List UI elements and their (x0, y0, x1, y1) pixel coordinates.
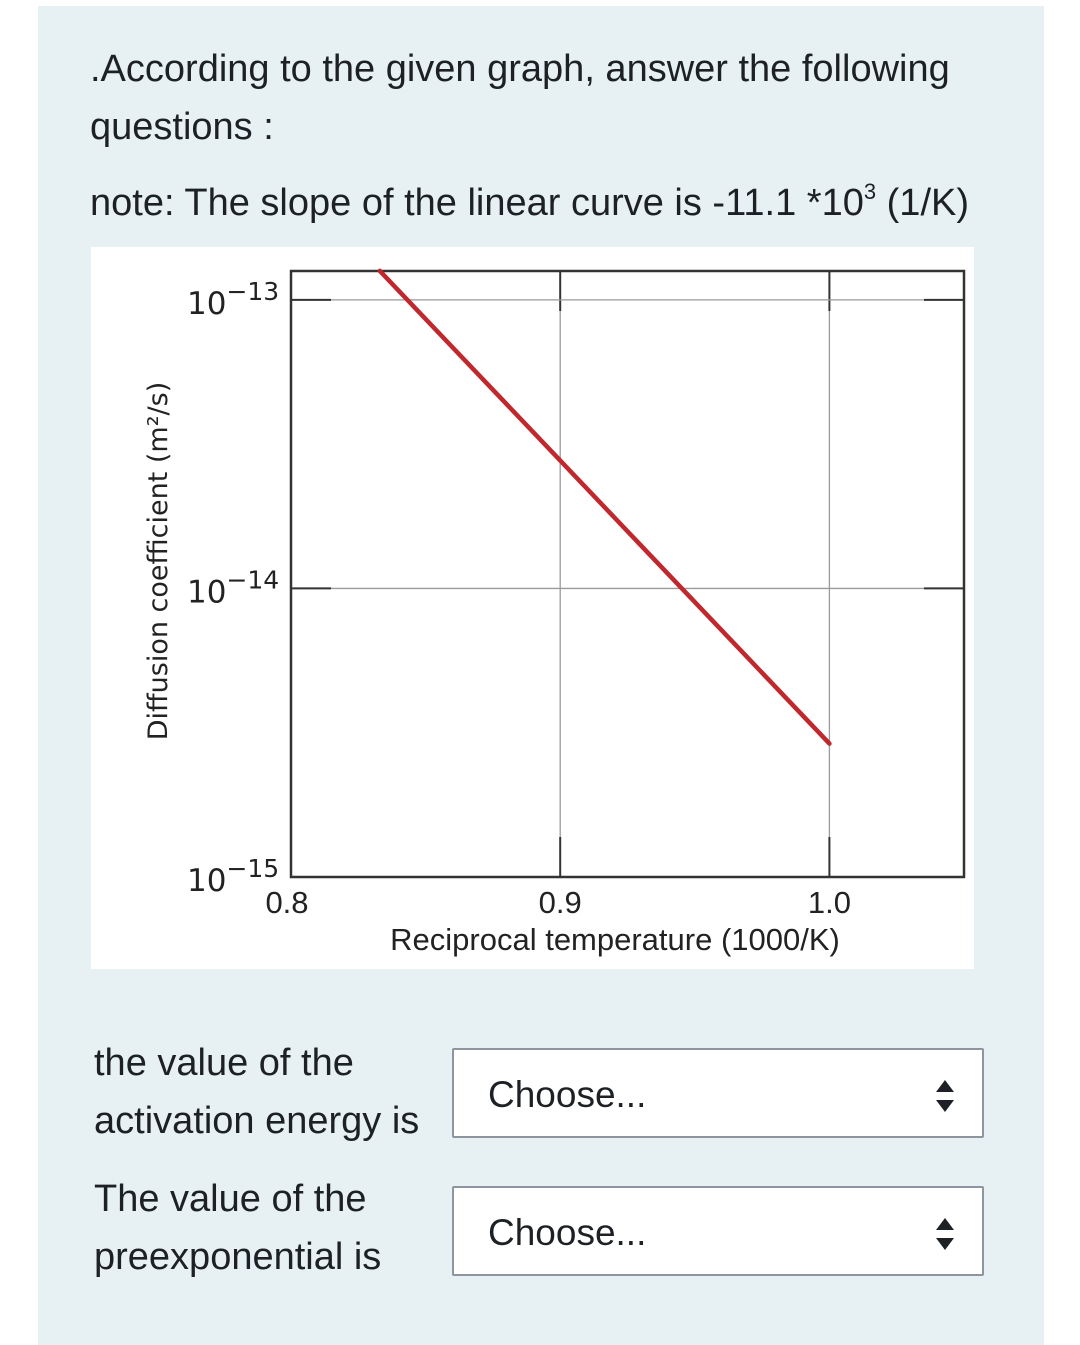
y-axis-label: Diffusion coefficient (m²/s) (143, 382, 174, 740)
note-exponent: 3 (863, 179, 877, 204)
preexponential-label-line-1: The value of the (94, 1178, 367, 1220)
series-line (377, 268, 832, 746)
activation-energy-label-line-2: activation energy is (94, 1100, 420, 1142)
x-tick-label: 1.0 (808, 885, 851, 920)
x-tick-label: 0.9 (539, 885, 582, 920)
preexponential-select[interactable]: Choose... (452, 1186, 984, 1276)
question-text: .According to the given graph, answer th… (90, 40, 1010, 156)
note-suffix: (1/K) (876, 182, 969, 224)
y-tick-label: 10−13 (187, 277, 279, 322)
preexponential-select-value: Choose... (488, 1212, 647, 1253)
activation-energy-label: the value of the activation energy is (94, 1034, 444, 1150)
note-prefix: note: The slope of the linear curve is -… (90, 182, 864, 224)
activation-energy-label-line-1: the value of the (94, 1042, 354, 1084)
select-arrows-icon (936, 1218, 954, 1250)
y-tick-label: 10−14 (187, 565, 279, 610)
plot-frame (289, 269, 966, 879)
question-line-2: questions : (90, 106, 274, 148)
diffusion-chart: 0.8 0.9 1.0 10−13 10−14 10−15 Reciprocal tempe… (91, 247, 974, 969)
activation-energy-select[interactable]: Choose... (452, 1048, 984, 1138)
select-arrows-icon (936, 1080, 954, 1112)
preexponential-label: The value of the preexponential is (94, 1170, 444, 1286)
y-tick-label: 10−15 (187, 854, 279, 899)
x-axis-label: Reciprocal temperature (1000/K) (390, 922, 840, 957)
question-card: .According to the given graph, answer th… (38, 6, 1044, 1345)
preexponential-label-line-2: preexponential is (94, 1236, 382, 1278)
x-tick-label: 0.8 (265, 885, 308, 920)
note-text: note: The slope of the linear curve is -… (90, 174, 1030, 232)
activation-energy-select-value: Choose... (488, 1074, 647, 1115)
question-line-1: .According to the given graph, answer th… (90, 48, 950, 90)
chart-svg: 0.8 0.9 1.0 10−13 10−14 10−15 Reciprocal tempe… (143, 268, 966, 957)
